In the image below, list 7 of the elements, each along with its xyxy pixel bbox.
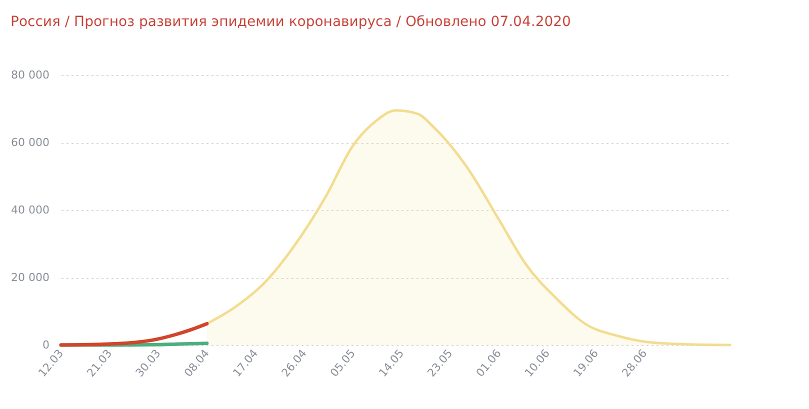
y-tick-label: 20 000 — [11, 271, 50, 284]
y-tick-label: 80 000 — [11, 68, 50, 82]
y-tick-label: 40 000 — [11, 204, 50, 216]
chart-title: Россия / Прогноз развития эпидемии коронавируса / Обновлено 07.04.2020 — [10, 14, 571, 30]
y-tick-label: 0 — [42, 338, 50, 352]
line-series — [59, 322, 209, 347]
y-tick-label: 60 000 — [11, 136, 50, 149]
